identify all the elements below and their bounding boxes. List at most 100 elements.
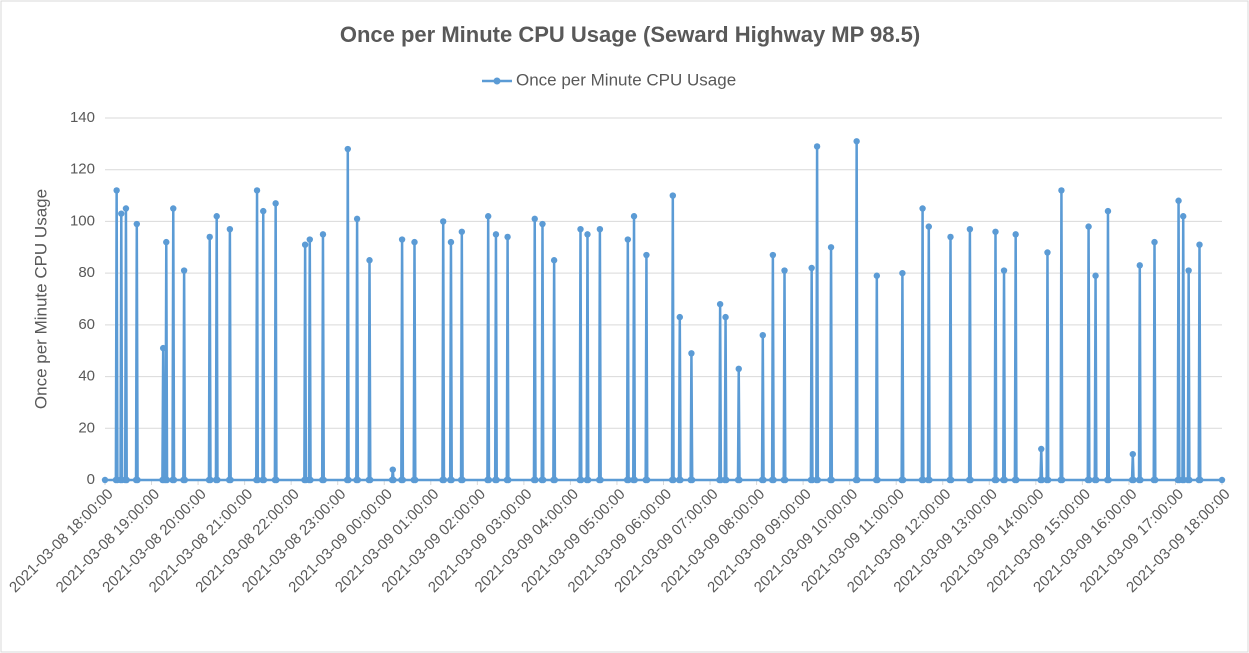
data-point — [735, 365, 742, 373]
data-point — [273, 476, 280, 484]
data-point — [367, 476, 374, 484]
data-point — [412, 476, 419, 484]
data-point — [1045, 476, 1052, 484]
data-point — [828, 476, 836, 484]
data-point — [670, 476, 677, 484]
data-point — [853, 138, 860, 145]
data-point — [213, 213, 220, 220]
data-point — [411, 238, 418, 246]
data-point — [531, 215, 538, 223]
data-point — [1136, 262, 1143, 269]
y-tick-label: 80 — [78, 264, 95, 281]
data-point — [447, 238, 455, 246]
y-tick-label: 120 — [70, 161, 95, 178]
data-point — [1038, 445, 1045, 453]
data-point — [180, 267, 188, 274]
data-point — [782, 476, 789, 484]
data-point — [505, 476, 512, 484]
data-point — [1130, 476, 1137, 484]
data-point — [226, 225, 234, 233]
data-point — [736, 476, 743, 484]
data-point — [390, 476, 397, 484]
data-point — [630, 213, 638, 220]
y-axis-label: Once per Minute CPU Usage — [31, 189, 50, 409]
data-point — [440, 218, 447, 225]
data-point — [440, 476, 448, 484]
data-point — [919, 205, 926, 212]
data-point — [272, 200, 279, 207]
data-point — [254, 476, 262, 484]
data-point — [723, 476, 730, 484]
data-point — [207, 476, 214, 484]
data-point — [1013, 476, 1020, 484]
data-point — [260, 476, 268, 484]
data-point — [966, 225, 974, 233]
data-point — [540, 476, 547, 484]
data-point — [551, 476, 559, 484]
data-point — [134, 476, 141, 484]
data-point — [123, 476, 130, 484]
y-tick-label: 100 — [70, 212, 95, 229]
data-point — [1137, 476, 1144, 484]
data-point — [992, 228, 999, 235]
data-point — [366, 257, 373, 264]
data-point — [493, 476, 500, 484]
data-point — [345, 476, 352, 484]
data-point — [1186, 476, 1193, 484]
data-point — [597, 476, 604, 484]
data-point — [163, 238, 170, 246]
data-point — [260, 207, 267, 215]
data-point — [1105, 476, 1112, 484]
data-point — [1152, 476, 1159, 484]
data-point — [967, 476, 974, 484]
data-point — [1197, 476, 1204, 484]
data-point — [808, 264, 815, 272]
data-point — [118, 210, 125, 217]
data-point — [159, 344, 167, 352]
data-point — [459, 476, 466, 484]
data-point — [1085, 223, 1092, 230]
data-point — [532, 476, 539, 484]
data-point — [1001, 476, 1009, 484]
data-point — [122, 205, 130, 212]
data-point — [1104, 207, 1112, 215]
data-point — [948, 476, 955, 484]
data-point — [770, 476, 777, 484]
data-point — [181, 476, 189, 484]
data-point — [1038, 476, 1046, 484]
data-point — [163, 476, 171, 484]
data-point — [760, 476, 767, 484]
y-tick-label: 40 — [78, 368, 95, 385]
y-tick-label: 0 — [87, 471, 95, 488]
data-point — [1180, 213, 1187, 220]
data-point — [585, 476, 592, 484]
data-point — [1218, 476, 1226, 484]
data-point — [1000, 267, 1008, 274]
data-point — [307, 476, 314, 484]
data-point — [206, 233, 213, 241]
data-point — [1059, 476, 1066, 484]
data-point — [1012, 231, 1019, 238]
data-point — [306, 236, 313, 243]
y-tick-label: 140 — [70, 109, 95, 126]
data-point — [873, 272, 881, 279]
data-point — [319, 231, 327, 238]
data-point — [399, 476, 407, 484]
data-point — [874, 476, 881, 484]
data-point — [926, 476, 933, 484]
data-point — [301, 241, 309, 248]
data-point — [716, 300, 724, 308]
data-point — [899, 269, 906, 277]
chart-title: Once per Minute CPU Usage (Seward Highwa… — [340, 22, 920, 47]
data-point — [1044, 249, 1051, 256]
data-point — [344, 145, 351, 153]
data-point — [458, 228, 466, 235]
data-point — [899, 476, 907, 484]
data-point — [353, 215, 361, 223]
data-point — [578, 476, 585, 484]
data-point — [722, 313, 729, 321]
data-point — [1185, 267, 1192, 274]
data-point — [625, 476, 632, 484]
data-point — [398, 236, 406, 243]
y-tick-label: 60 — [78, 316, 95, 333]
